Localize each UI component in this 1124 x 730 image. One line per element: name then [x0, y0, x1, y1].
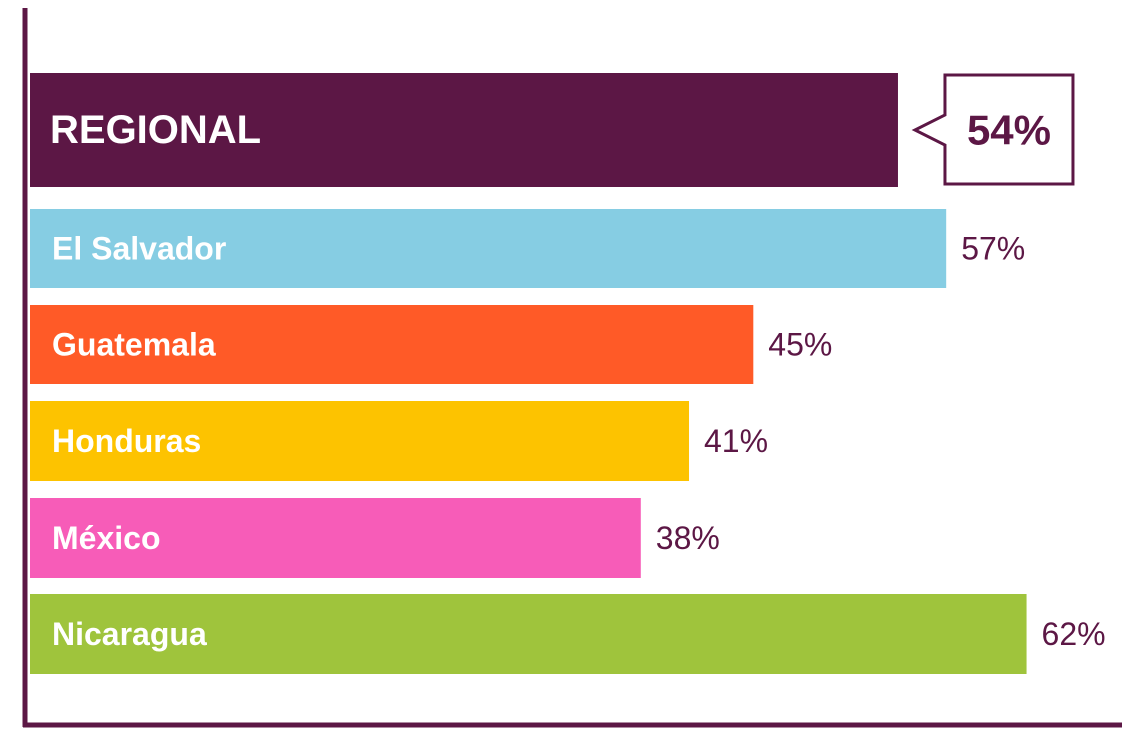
category-label: México [52, 520, 160, 556]
callout-box [911, 73, 1075, 186]
bar [30, 209, 947, 288]
category-label: REGIONAL [50, 108, 261, 152]
bar [30, 305, 754, 384]
bar [30, 498, 641, 578]
bar [30, 73, 898, 187]
value-label: 62% [1042, 616, 1106, 652]
bar [30, 594, 1027, 674]
category-label: Nicaragua [52, 616, 207, 652]
value-label: 41% [704, 423, 768, 459]
category-label: El Salvador [52, 231, 226, 267]
value-label: 57% [961, 231, 1025, 267]
value-label: 54% [967, 107, 1051, 154]
category-label: Honduras [52, 423, 201, 459]
value-label: 38% [656, 520, 720, 556]
category-label: Guatemala [52, 327, 216, 363]
bar [30, 401, 690, 481]
value-label: 45% [768, 327, 832, 363]
